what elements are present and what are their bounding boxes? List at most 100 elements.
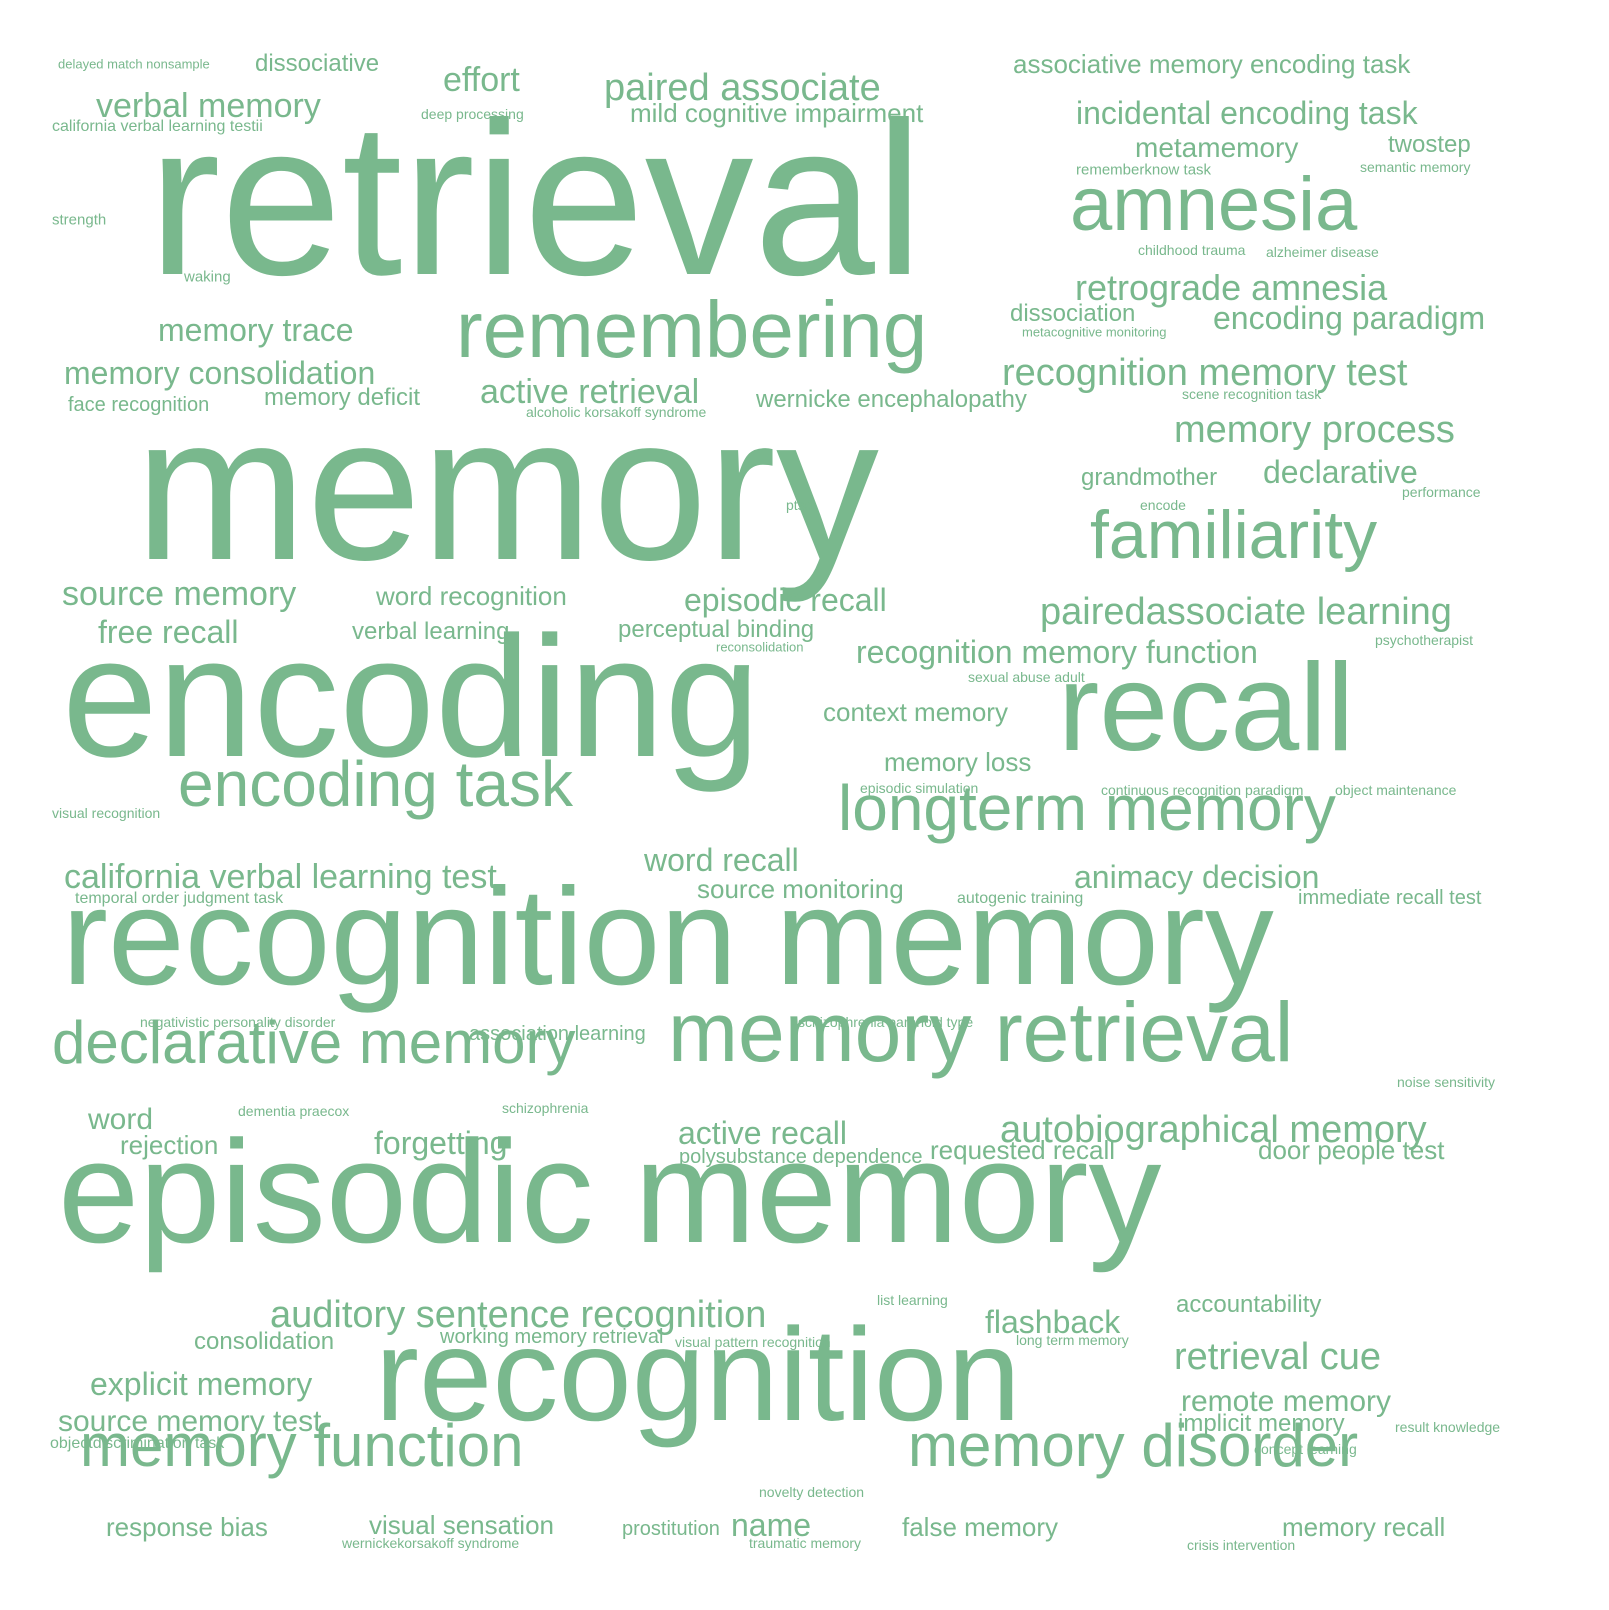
word-working-memory-retrieval: working memory retrieval bbox=[440, 1326, 664, 1348]
word-concept-learning: concept learning bbox=[1254, 1441, 1357, 1457]
word-accountability: accountability bbox=[1176, 1291, 1322, 1318]
word-semantic-memory: semantic memory bbox=[1360, 159, 1471, 175]
word-alcoholic-korsakoff-syndrome: alcoholic korsakoff syndrome bbox=[526, 404, 707, 420]
word-auditory-sentence-recognition: auditory sentence recognition bbox=[270, 1294, 767, 1336]
word-grandmother: grandmother bbox=[1081, 464, 1218, 491]
word-memory-disorder: memory disorder bbox=[908, 1412, 1359, 1479]
word-prostitution: prostitution bbox=[622, 1518, 720, 1540]
word-dissociation: dissociation bbox=[1010, 300, 1136, 327]
word-active-retrieval: active retrieval bbox=[480, 373, 700, 411]
word-retrograde-amnesia: retrograde amnesia bbox=[1075, 267, 1388, 308]
word-visual-pattern-recognition: visual pattern recognition bbox=[675, 1334, 831, 1350]
word-requested-recall: requested recall bbox=[930, 1135, 1115, 1165]
word-mild-cognitive-impairment: mild cognitive impairment bbox=[630, 98, 924, 128]
word-polysubstance-dependence: polysubstance dependence bbox=[679, 1146, 923, 1168]
word-false-memory: false memory bbox=[902, 1512, 1059, 1542]
word-active-recall: active recall bbox=[678, 1115, 847, 1151]
word-declarative: declarative bbox=[1263, 454, 1418, 490]
word-memory-recall: memory recall bbox=[1282, 1512, 1446, 1542]
word-noise-sensitivity: noise sensitivity bbox=[1397, 1074, 1496, 1090]
word-familiarity: familiarity bbox=[1090, 497, 1378, 573]
word-traumatic-memory: traumatic memory bbox=[749, 1535, 862, 1551]
word-implicit-memory: implicit memory bbox=[1178, 1410, 1345, 1437]
word-consolidation: consolidation bbox=[194, 1328, 335, 1355]
word-reconsolidation: reconsolidation bbox=[716, 639, 804, 655]
word-face-recognition: face recognition bbox=[68, 394, 210, 416]
word-recognition: recognition bbox=[375, 1301, 1021, 1448]
word-recall: recall bbox=[1058, 639, 1355, 777]
word-retrieval: retrieval bbox=[148, 78, 924, 321]
word-associative-memory-encoding-task: associative memory encoding task bbox=[1013, 49, 1411, 79]
word-memory-deficit: memory deficit bbox=[264, 384, 421, 411]
word-association-learning: association learning bbox=[469, 1023, 646, 1045]
word-word-recognition: word recognition bbox=[376, 581, 567, 611]
word-episodic-simulation: episodic simulation bbox=[860, 780, 979, 796]
word-verbal-learning: verbal learning bbox=[352, 618, 510, 645]
word-novelty-detection: novelty detection bbox=[759, 1484, 865, 1500]
word-amnesia: amnesia bbox=[1070, 162, 1358, 247]
word-performance: performance bbox=[1402, 484, 1481, 500]
word-explicit-memory: explicit memory bbox=[90, 1366, 313, 1402]
word-episodic-memory: episodic memory bbox=[58, 1110, 1162, 1273]
word-effort: effort bbox=[443, 61, 520, 99]
word-psychotherapist: psychotherapist bbox=[1375, 632, 1474, 648]
word-ptsd: ptsd bbox=[786, 497, 813, 513]
word-wernickekorsakoff-syndrome: wernickekorsakoff syndrome bbox=[342, 1535, 520, 1551]
word-encoding-task: encoding task bbox=[178, 748, 573, 820]
word-pairedassociate-learning: pairedassociate learning bbox=[1040, 591, 1452, 633]
word-temporal-order-judgment-task: temporal order judgment task bbox=[75, 890, 284, 907]
word-memory-trace: memory trace bbox=[158, 312, 354, 348]
word-memory-function: memory function bbox=[80, 1412, 524, 1479]
word-metamemory: metamemory bbox=[1135, 132, 1299, 163]
word-schizophrenia: schizophrenia bbox=[502, 1100, 589, 1116]
word-crisis-intervention: crisis intervention bbox=[1187, 1537, 1296, 1553]
word-memory-retrieval: memory retrieval bbox=[668, 985, 1294, 1079]
word-source-memory-test: source memory test bbox=[58, 1405, 322, 1438]
word-memory: memory bbox=[135, 373, 879, 603]
word-childhood-trauma: childhood trauma bbox=[1138, 242, 1246, 258]
word-paired-associate: paired associate bbox=[604, 67, 881, 109]
word-flashback: flashback bbox=[985, 1304, 1121, 1340]
word-dementia-praecox: dementia praecox bbox=[238, 1103, 350, 1119]
word-context-memory: context memory bbox=[823, 697, 1008, 727]
word-encoding: encoding bbox=[62, 601, 761, 793]
word-encoding-paradigm: encoding paradigm bbox=[1213, 300, 1486, 336]
word-memory-loss: memory loss bbox=[884, 747, 1032, 777]
word-deep-processing: deep processing bbox=[421, 106, 524, 122]
word-strength: strength bbox=[52, 211, 107, 229]
word-rejection: rejection bbox=[120, 1130, 219, 1160]
word-recognition-memory-test: recognition memory test bbox=[1002, 352, 1408, 394]
word-delayed-match-nonsample: delayed match nonsample bbox=[58, 56, 210, 72]
word-sexual-abuse-adult: sexual abuse adult bbox=[968, 669, 1085, 685]
word-remembering: remembering bbox=[456, 285, 928, 374]
word-visual-recognition: visual recognition bbox=[52, 805, 161, 821]
word-object-maintenance: object maintenance bbox=[1335, 782, 1457, 798]
word-declarative-memory: declarative memory bbox=[52, 1009, 576, 1076]
word-name: name bbox=[731, 1507, 812, 1543]
word-dissociative: dissociative bbox=[255, 50, 380, 77]
word-incidental-encoding-task: incidental encoding task bbox=[1076, 95, 1418, 131]
word-word: word bbox=[88, 1103, 154, 1136]
word-memory-process: memory process bbox=[1174, 409, 1455, 451]
word-alzheimer-disease: alzheimer disease bbox=[1266, 244, 1379, 260]
word-source-memory: source memory bbox=[62, 575, 297, 613]
word-longterm-memory: longterm memory bbox=[838, 772, 1336, 844]
word-perceptual-binding: perceptual binding bbox=[618, 616, 815, 643]
word-twostep: twostep bbox=[1388, 131, 1471, 158]
word-objectdiscrimination-task: objectdiscrimination task bbox=[50, 1435, 225, 1452]
word-metacognitive-monitoring: metacognitive monitoring bbox=[1022, 324, 1167, 340]
word-animacy-decision: animacy decision bbox=[1074, 859, 1320, 895]
word-forgetting: forgetting bbox=[374, 1125, 508, 1161]
word-list-learning: list learning bbox=[877, 1292, 948, 1308]
word-verbal-memory: verbal memory bbox=[96, 87, 321, 125]
word-autobiographical-memory: autobiographical memory bbox=[1000, 1109, 1427, 1151]
word-rememberknow-task: rememberknow task bbox=[1076, 161, 1212, 179]
word-continuous-recognition-paradigm: continuous recognition paradigm bbox=[1101, 782, 1304, 798]
word-encode: encode bbox=[1140, 497, 1186, 513]
word-recognition-memory-function: recognition memory function bbox=[856, 634, 1258, 670]
word-visual-sensation: visual sensation bbox=[369, 1510, 554, 1540]
word-retrieval-cue: retrieval cue bbox=[1174, 1336, 1381, 1378]
word-wernicke-encephalopathy: wernicke encephalopathy bbox=[756, 386, 1027, 413]
word-door-people-test: door people test bbox=[1258, 1135, 1445, 1165]
